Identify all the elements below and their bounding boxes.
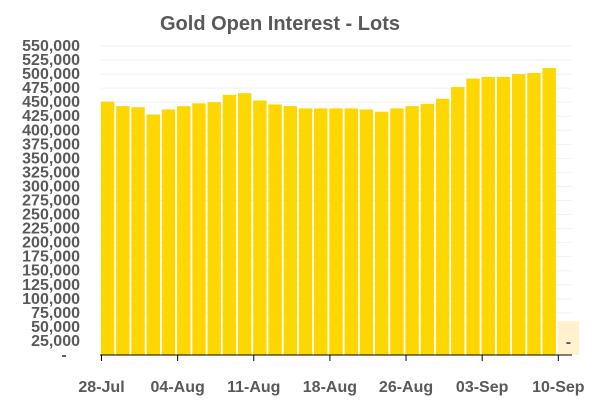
bar <box>405 106 419 355</box>
bar <box>512 74 526 355</box>
y-tick-label: - <box>61 347 66 364</box>
y-tick-label: 450,000 <box>22 94 80 111</box>
x-axis: 28-Jul 04-Aug 11-Aug 18-Aug 26-Aug 03-Sep 10-S… <box>78 354 585 396</box>
y-tick-label: 200,000 <box>22 235 80 252</box>
y-tick-label: 425,000 <box>22 108 80 125</box>
bar <box>359 109 374 356</box>
y-tick-label: 400,000 <box>22 122 80 139</box>
bars <box>100 67 556 356</box>
bar <box>420 103 435 356</box>
bar <box>314 108 328 355</box>
y-tick-label: 125,000 <box>22 277 80 294</box>
y-tick-label: 325,000 <box>22 164 80 181</box>
bar <box>192 103 206 355</box>
x-tick-label: 03-Sep <box>456 379 509 396</box>
chart-title: Gold Open Interest - Lots <box>160 13 400 35</box>
bar <box>527 72 541 355</box>
bar <box>222 94 237 355</box>
x-tick-label: 04-Aug <box>151 379 205 396</box>
last-point-highlight: - <box>557 321 579 355</box>
x-tick-label: 18-Aug <box>303 379 357 396</box>
last-value-box <box>557 321 579 355</box>
bar <box>344 108 358 355</box>
y-tick-label: 50,000 <box>31 319 80 336</box>
bar <box>100 101 115 356</box>
bar <box>435 98 450 355</box>
y-tick-label: 75,000 <box>31 305 80 322</box>
x-tick-label: 28-Jul <box>78 379 124 396</box>
bar <box>116 106 130 355</box>
bar <box>451 87 465 355</box>
last-value-label: - <box>566 334 571 351</box>
y-tick-label: 350,000 <box>22 150 80 167</box>
y-tick-label: 175,000 <box>22 249 80 266</box>
bar <box>161 109 176 356</box>
y-tick-label: 100,000 <box>22 291 80 308</box>
x-tick-label: 11-Aug <box>227 379 280 396</box>
bar <box>390 108 404 355</box>
bar <box>207 102 221 356</box>
y-tick-label: 525,000 <box>22 52 80 69</box>
bar <box>253 100 267 355</box>
bar <box>146 114 160 355</box>
bar <box>131 107 145 356</box>
y-tick-label: 475,000 <box>22 80 80 97</box>
bar <box>481 76 495 356</box>
bar <box>237 93 252 355</box>
y-tick-label: 250,000 <box>22 207 80 224</box>
bar <box>283 106 298 355</box>
bar <box>466 78 480 355</box>
y-tick-label: 225,000 <box>22 221 80 238</box>
bar <box>298 108 313 355</box>
bar <box>542 67 556 355</box>
y-tick-label: 275,000 <box>22 193 80 210</box>
y-tick-label: 550,000 <box>22 38 80 55</box>
bar <box>374 111 389 355</box>
y-axis: -25,00050,00075,000100,000125,000150,000… <box>22 38 80 364</box>
y-tick-label: 25,000 <box>31 333 80 350</box>
bar <box>329 108 343 355</box>
y-tick-label: 150,000 <box>22 263 80 280</box>
x-tick-label: 10-Sep <box>532 379 585 396</box>
y-tick-label: 300,000 <box>22 178 80 195</box>
bar <box>177 106 191 355</box>
y-tick-label: 500,000 <box>22 66 80 83</box>
x-tick-label: 26-Aug <box>379 379 433 396</box>
bar <box>268 104 282 356</box>
y-tick-label: 375,000 <box>22 136 80 153</box>
bar <box>496 76 511 356</box>
